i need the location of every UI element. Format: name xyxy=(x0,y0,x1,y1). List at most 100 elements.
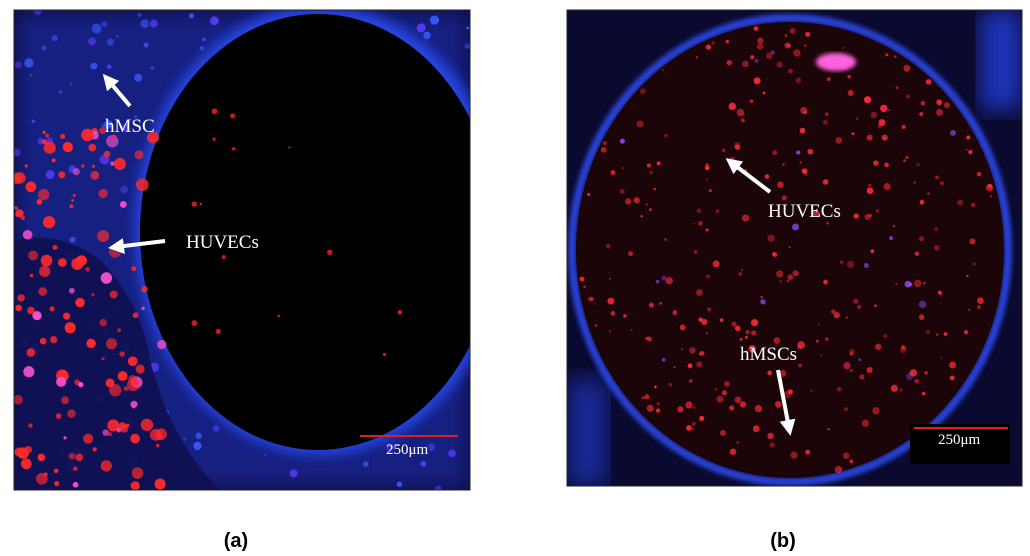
cell xyxy=(210,16,219,25)
cell xyxy=(800,161,802,163)
cell xyxy=(788,69,793,74)
cell xyxy=(871,112,877,118)
cell xyxy=(757,43,763,49)
cell xyxy=(141,286,147,292)
cell xyxy=(63,436,66,439)
cell xyxy=(59,90,62,93)
cell xyxy=(919,236,924,241)
cell xyxy=(964,330,968,334)
cell xyxy=(746,330,750,334)
cell xyxy=(804,44,807,47)
cell xyxy=(383,353,386,356)
cell xyxy=(124,386,129,391)
cell xyxy=(664,238,667,241)
cell xyxy=(110,161,114,165)
cell xyxy=(85,267,90,272)
annotation: HUVECs xyxy=(768,201,841,222)
cell xyxy=(742,214,749,221)
cell xyxy=(901,345,905,349)
cell xyxy=(751,330,756,335)
cell xyxy=(628,251,633,256)
cell xyxy=(99,319,107,327)
cell xyxy=(69,204,73,208)
cell xyxy=(882,135,888,141)
cell xyxy=(23,366,34,377)
cell xyxy=(779,280,782,283)
cell xyxy=(466,27,469,30)
cell xyxy=(934,245,940,251)
cell xyxy=(75,454,83,462)
cell xyxy=(689,347,696,354)
cell xyxy=(777,62,783,68)
cell xyxy=(722,390,727,395)
annotation: hMSC xyxy=(105,116,155,137)
cell xyxy=(694,250,697,253)
cell xyxy=(867,187,874,194)
cell xyxy=(740,401,746,407)
cell xyxy=(790,28,796,34)
cell xyxy=(107,64,112,69)
cell xyxy=(922,392,926,396)
cell xyxy=(44,472,48,476)
cell xyxy=(798,364,802,368)
cell xyxy=(919,112,923,116)
cell xyxy=(140,19,149,28)
cell xyxy=(662,276,667,281)
cell xyxy=(774,337,781,344)
cell xyxy=(785,34,788,37)
cell xyxy=(763,91,766,94)
cell xyxy=(38,189,49,200)
cell xyxy=(923,282,925,284)
cell xyxy=(662,69,664,71)
cell xyxy=(119,351,125,357)
cell xyxy=(940,357,942,359)
cell xyxy=(828,428,830,430)
panel-label: (a) xyxy=(224,530,248,552)
cell xyxy=(67,409,76,418)
cell xyxy=(888,109,890,111)
cell xyxy=(183,438,186,441)
cell xyxy=(698,221,702,225)
cell xyxy=(727,60,732,65)
cell xyxy=(786,280,789,283)
cell xyxy=(742,114,744,116)
cell xyxy=(155,478,166,489)
cell xyxy=(39,266,50,277)
cell xyxy=(15,305,22,312)
cell xyxy=(804,172,808,176)
cell xyxy=(847,75,851,79)
cell xyxy=(934,227,938,231)
cell xyxy=(706,178,708,180)
cell xyxy=(957,199,963,205)
cell xyxy=(70,83,72,85)
cell xyxy=(884,163,889,168)
cell xyxy=(623,314,626,317)
cell xyxy=(32,119,36,123)
cell xyxy=(45,134,49,138)
cell xyxy=(843,362,850,369)
cell xyxy=(102,357,105,360)
cell xyxy=(141,419,153,431)
cell xyxy=(864,96,871,103)
cell xyxy=(859,375,864,380)
cell xyxy=(93,447,97,451)
cell xyxy=(686,425,691,430)
cell xyxy=(609,278,611,280)
cell xyxy=(594,303,596,305)
cell xyxy=(666,277,673,284)
cell xyxy=(709,189,712,192)
cell xyxy=(13,395,23,405)
cell xyxy=(631,329,633,331)
cell xyxy=(800,128,806,134)
cell xyxy=(790,452,797,459)
cell xyxy=(647,336,652,341)
cell xyxy=(130,434,140,444)
cell xyxy=(755,405,762,412)
cell xyxy=(707,307,711,311)
cell xyxy=(685,401,692,408)
cell xyxy=(792,223,799,230)
cell xyxy=(595,324,598,327)
cell xyxy=(40,338,47,345)
cell xyxy=(750,99,753,102)
cell xyxy=(121,186,129,194)
